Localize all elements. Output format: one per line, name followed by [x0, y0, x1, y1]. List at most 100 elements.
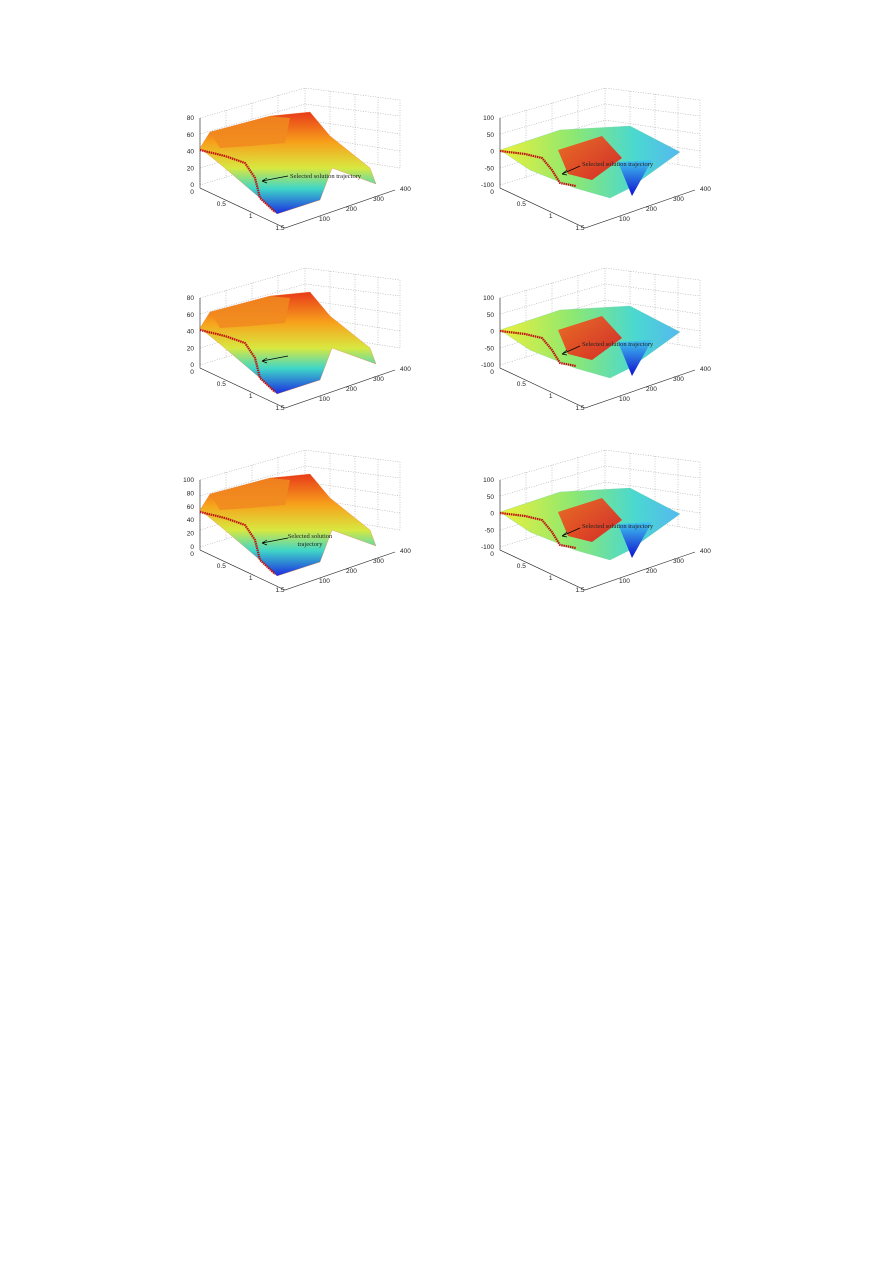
z-tick-label: -100	[481, 362, 494, 369]
axis-line	[499, 298, 696, 409]
annotation: Selected solution trajectory	[290, 173, 362, 180]
y-tick-label: 200	[346, 386, 357, 393]
x-tick-label: 0	[490, 551, 494, 558]
y-tick-label: 300	[373, 196, 384, 203]
z-tick-label: 0	[490, 329, 494, 336]
x-tick-label: 0	[490, 369, 494, 376]
z-tick-label: -50	[485, 527, 495, 534]
arrow	[261, 175, 289, 184]
y-tick-label: 300	[673, 196, 684, 203]
annotation: Selected solution trajectory	[582, 161, 654, 168]
y-tick-label: 200	[646, 386, 657, 393]
axis-line	[499, 118, 696, 229]
trajectory	[499, 329, 577, 368]
y-tick-label: 300	[673, 376, 684, 383]
surface-ridge	[210, 478, 290, 510]
arrow	[561, 165, 581, 176]
axis-line	[199, 118, 396, 229]
z-tick-label: 60	[187, 312, 195, 319]
z-tick-label: -100	[481, 544, 494, 551]
y-tick-label: 100	[619, 578, 630, 585]
x-tick-label: 0.5	[217, 381, 226, 388]
y-tick-label: 400	[700, 186, 711, 193]
x-tick-label: 0	[190, 189, 194, 196]
z-tick-label: 0	[190, 362, 194, 369]
arrow	[261, 355, 289, 364]
x-tick-label: 0.5	[217, 563, 226, 570]
y-tick-label: 100	[319, 578, 330, 585]
x-tick-label: 0	[190, 551, 194, 558]
surface-ridge	[210, 296, 290, 328]
trajectory	[499, 149, 577, 188]
trajectory	[199, 148, 276, 213]
z-tick-label: 40	[187, 149, 195, 156]
z-tick-label: 80	[187, 115, 195, 122]
surface-valley	[618, 522, 652, 558]
x-tick-label: 1	[549, 393, 553, 400]
z-tick-label: 100	[483, 115, 494, 122]
z-tick-label: 100	[183, 477, 194, 484]
z-tick-label: 20	[187, 531, 195, 538]
x-tick-label: 0	[490, 189, 494, 196]
trajectory	[199, 510, 276, 575]
z-tick-label: 50	[487, 494, 495, 501]
x-tick-label: 0	[190, 369, 194, 376]
y-tick-label: 300	[673, 558, 684, 565]
y-tick-label: 200	[646, 206, 657, 213]
y-tick-label: 400	[400, 548, 411, 555]
arrow	[561, 527, 581, 538]
z-tick-label: 50	[487, 312, 495, 319]
y-tick-label: 400	[700, 366, 711, 373]
y-tick-label: 200	[646, 568, 657, 575]
x-tick-label: 1	[249, 575, 253, 582]
y-tick-label: 400	[400, 366, 411, 373]
z-tick-label: 60	[187, 504, 195, 511]
x-tick-label: 1	[549, 575, 553, 582]
x-tick-label: 1	[249, 213, 253, 220]
z-tick-label: -50	[485, 345, 495, 352]
x-tick-label: 1.5	[575, 405, 584, 412]
x-tick-label: 1.5	[575, 225, 584, 232]
x-tick-label: 0.5	[517, 201, 526, 208]
z-tick-label: 80	[187, 490, 195, 497]
y-tick-label: 400	[400, 186, 411, 193]
annotation: Selected solution trajectory	[582, 341, 654, 348]
z-tick-label: 40	[187, 517, 195, 524]
z-tick-label: 50	[487, 132, 495, 139]
x-tick-label: 0.5	[217, 201, 226, 208]
y-tick-label: 100	[619, 216, 630, 223]
y-tick-label: 200	[346, 568, 357, 575]
x-tick-label: 1.5	[575, 587, 584, 594]
y-tick-label: 100	[319, 216, 330, 223]
arrow	[261, 537, 289, 546]
figure-panel: Selected solution trajectory-100-5005010…	[481, 449, 711, 594]
z-tick-label: 60	[187, 132, 195, 139]
z-tick-label: -50	[485, 165, 495, 172]
trajectory	[499, 511, 577, 550]
figure-panel: Selected solution trajectory-100-5005010…	[481, 267, 711, 412]
z-tick-label: 40	[187, 329, 195, 336]
x-tick-label: 1	[249, 393, 253, 400]
z-tick-label: 0	[490, 149, 494, 156]
annotation: Selected solution trajectory	[582, 523, 654, 530]
figure-panel: 0 20 40 60 80 0 0.5 1 1.5 100 200 300 400	[187, 267, 411, 412]
z-tick-label: -100	[481, 182, 494, 189]
surface-valley	[618, 160, 652, 196]
x-tick-label: 1.5	[275, 405, 284, 412]
x-tick-label: 0.5	[517, 381, 526, 388]
z-tick-label: 20	[187, 165, 195, 172]
surface-ridge	[210, 116, 290, 148]
arrow	[561, 345, 581, 356]
axis-line	[199, 480, 396, 591]
annotation: Selected solution	[288, 533, 333, 540]
y-tick-label: 300	[373, 376, 384, 383]
y-tick-label: 400	[700, 548, 711, 555]
z-tick-label: 20	[187, 345, 195, 352]
axis-line	[199, 298, 396, 409]
z-tick-label: 100	[483, 477, 494, 484]
y-tick-label: 100	[619, 396, 630, 403]
x-tick-label: 0.5	[517, 563, 526, 570]
x-tick-label: 1	[549, 213, 553, 220]
